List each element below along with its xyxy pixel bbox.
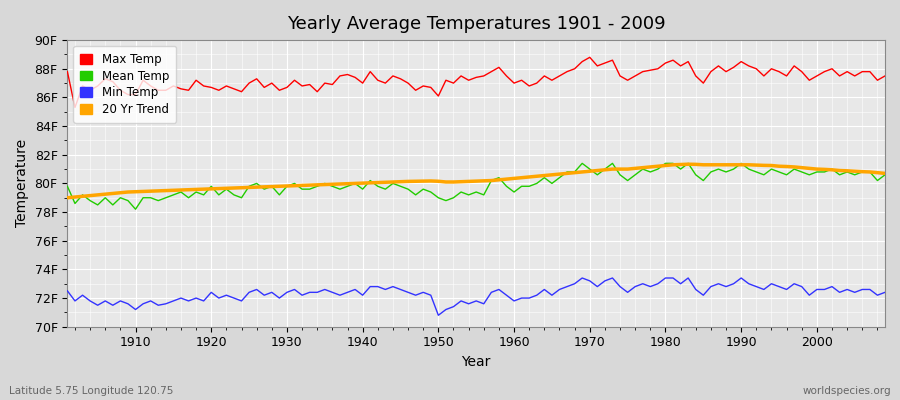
Text: worldspecies.org: worldspecies.org xyxy=(803,386,891,396)
Text: Latitude 5.75 Longitude 120.75: Latitude 5.75 Longitude 120.75 xyxy=(9,386,174,396)
Legend: Max Temp, Mean Temp, Min Temp, 20 Yr Trend: Max Temp, Mean Temp, Min Temp, 20 Yr Tre… xyxy=(73,46,176,123)
Title: Yearly Average Temperatures 1901 - 2009: Yearly Average Temperatures 1901 - 2009 xyxy=(287,15,665,33)
X-axis label: Year: Year xyxy=(462,355,490,369)
Y-axis label: Temperature: Temperature xyxy=(15,139,29,228)
